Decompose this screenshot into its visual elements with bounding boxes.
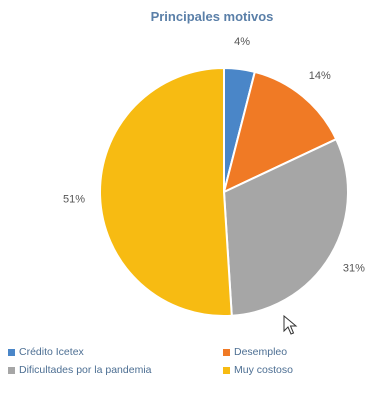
legend: Crédito Icetex Desempleo Dificultades po… xyxy=(8,343,364,379)
legend-item-desempleo: Desempleo xyxy=(223,346,287,358)
legend-swatch xyxy=(8,348,15,356)
pie-slice-3 xyxy=(98,66,233,317)
pie-slice-2 xyxy=(222,137,349,317)
legend-swatch xyxy=(223,366,230,374)
legend-label: Muy costoso xyxy=(234,364,293,376)
slice-data-label-1: 14% xyxy=(309,70,331,82)
chart-title: Principales motivos xyxy=(151,9,274,24)
legend-item-muy-costoso: Muy costoso xyxy=(223,364,293,376)
legend-label: Crédito Icetex xyxy=(19,346,84,358)
legend-label: Dificultades por la pandemia xyxy=(19,364,152,376)
legend-swatch xyxy=(8,366,15,374)
legend-item-credito-icetex: Crédito Icetex xyxy=(8,346,223,358)
legend-swatch xyxy=(223,348,230,356)
legend-label: Desempleo xyxy=(234,346,288,358)
slice-data-label-0: 4% xyxy=(234,36,250,48)
pie-slice-1 xyxy=(222,70,338,194)
pie-chart: Principales motivos 4% 14% 31% 51% xyxy=(63,9,365,317)
legend-item-dificultades: Dificultades por la pandemia xyxy=(8,364,223,376)
slice-data-label-2: 31% xyxy=(343,262,365,274)
slice-data-label-3: 51% xyxy=(63,194,85,206)
mouse-pointer-icon xyxy=(283,315,298,335)
